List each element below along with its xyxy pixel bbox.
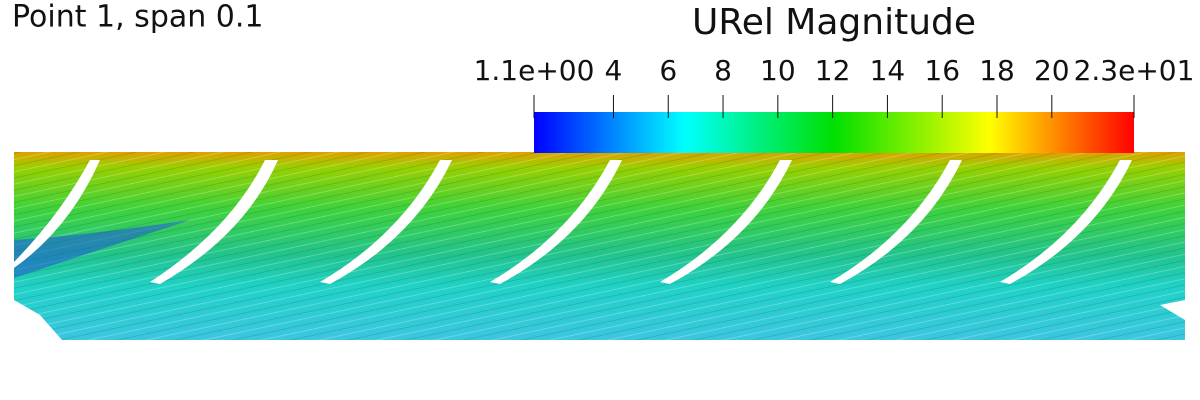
- colorbar-tick-label: 18: [979, 54, 1015, 87]
- colorbar: [534, 112, 1134, 153]
- view-title: Point 1, span 0.1: [12, 0, 264, 35]
- colorbar-tick-label: 8: [714, 54, 732, 87]
- colorbar-tick-label: 4: [605, 54, 623, 87]
- colorbar-tick-label: 16: [924, 54, 960, 87]
- colorbar-ticks: 1.1e+00 4 6 8 10 12 14 16 18 20 2.3e+01: [474, 54, 1195, 118]
- streamlines: [14, 152, 1185, 340]
- colorbar-tick-label: 14: [870, 54, 906, 87]
- colorbar-tick-label: 1.1e+00: [474, 54, 595, 87]
- colorbar-tick-label: 12: [815, 54, 851, 87]
- colorbar-tick-label: 6: [659, 54, 677, 87]
- colorbar-tick-label: 20: [1034, 54, 1070, 87]
- colorbar-title: URel Magnitude: [692, 2, 976, 43]
- colorbar-tick-label: 2.3e+01: [1074, 54, 1195, 87]
- colorbar-tick-label: 10: [760, 54, 796, 87]
